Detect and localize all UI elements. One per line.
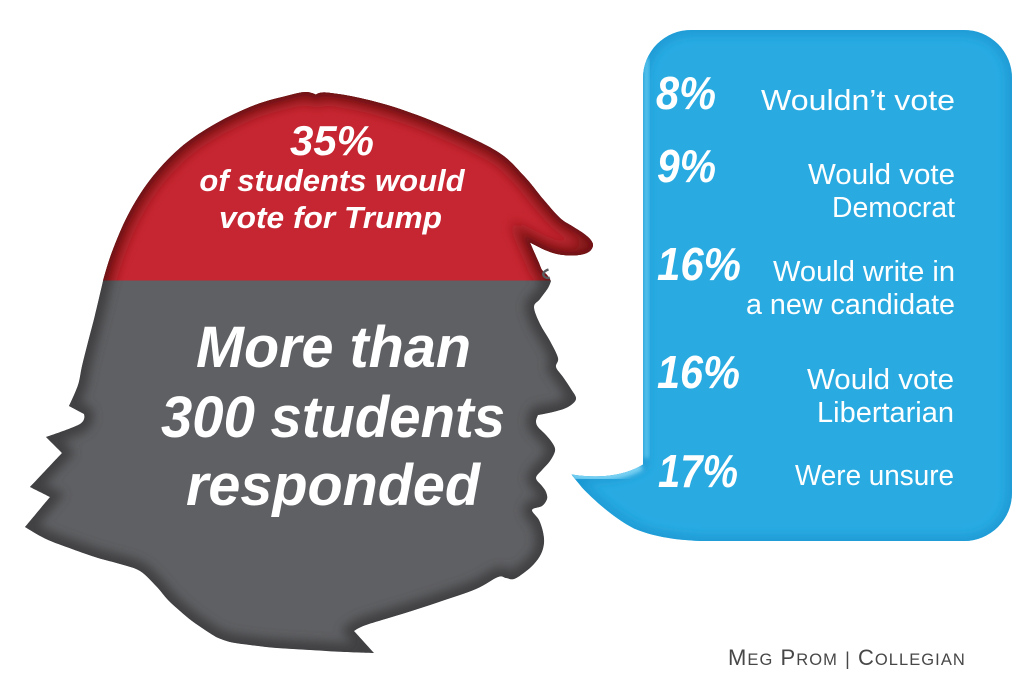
svg-text:17%: 17% <box>658 445 738 497</box>
svg-text:Would write in: Would write in <box>773 256 955 288</box>
svg-text:responded: responded <box>186 453 482 518</box>
svg-text:16%: 16% <box>657 346 740 398</box>
svg-text:Would vote: Would vote <box>807 364 954 396</box>
svg-text:MEG PROM | COLLEGIAN: MEG PROM | COLLEGIAN <box>728 645 966 670</box>
svg-text:16%: 16% <box>657 238 741 290</box>
svg-text:vote for Trump: vote for Trump <box>219 200 442 235</box>
svg-text:Were unsure: Were unsure <box>795 460 954 492</box>
svg-text:8%: 8% <box>656 67 716 119</box>
svg-text:300 students: 300 students <box>161 385 505 450</box>
svg-text:a new candidate: a new candidate <box>746 289 955 321</box>
svg-text:Wouldn’t vote: Wouldn’t vote <box>761 85 955 117</box>
svg-text:9%: 9% <box>657 140 716 192</box>
svg-text:35%: 35% <box>290 117 374 164</box>
svg-text:of students would: of students would <box>199 163 465 198</box>
svg-text:Libertarian: Libertarian <box>817 397 954 429</box>
svg-text:Would vote: Would vote <box>808 159 955 191</box>
svg-text:More than: More than <box>196 315 471 380</box>
svg-text:Democrat: Democrat <box>832 192 955 224</box>
